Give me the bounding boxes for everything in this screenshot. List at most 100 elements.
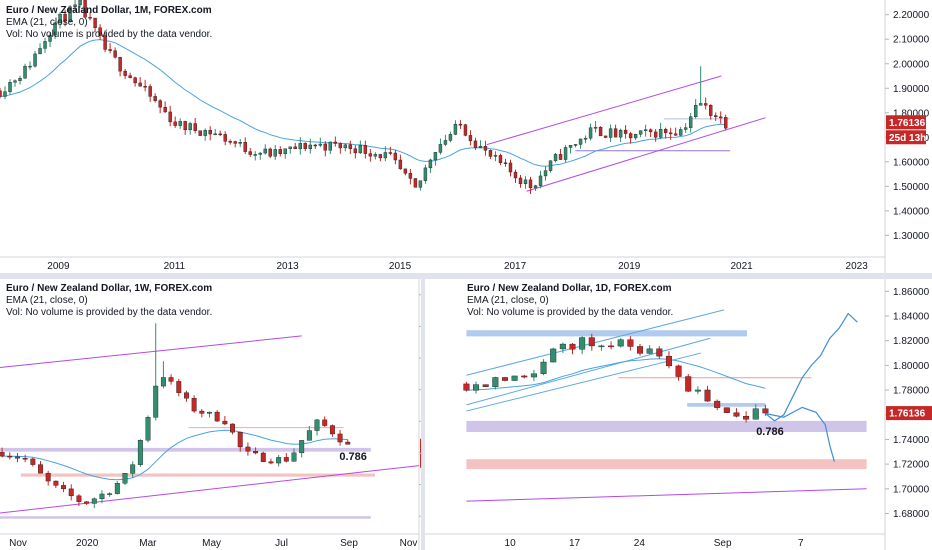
- candle-down: [183, 121, 187, 131]
- candle-up: [683, 127, 688, 130]
- x-tick-label: May: [202, 538, 221, 549]
- y-tick-label: 2.00000: [893, 59, 930, 70]
- candle-up: [137, 439, 143, 465]
- x-tick-label: Nov: [9, 538, 27, 549]
- candle-down: [521, 375, 528, 378]
- y-tick-label: 2.20000: [893, 10, 930, 21]
- daily-chart[interactable]: 1.860001.840001.820001.800001.780001.760…: [425, 279, 932, 550]
- countdown-badge: [420, 453, 421, 468]
- candle-up: [13, 80, 17, 83]
- candle-up: [276, 457, 282, 464]
- pivot-zone-blue: [687, 403, 766, 407]
- vertical-divider[interactable]: [421, 279, 425, 550]
- candle-up: [178, 121, 182, 126]
- candle-down: [53, 480, 59, 486]
- y-tick-label: 1.86000: [893, 287, 930, 298]
- candle-down: [337, 433, 343, 443]
- candle-down: [628, 133, 633, 139]
- candle-down: [345, 441, 351, 445]
- candle-up: [298, 143, 302, 150]
- candle-down: [22, 458, 28, 460]
- candle-up: [448, 134, 453, 141]
- upper-channel-line: [0, 335, 302, 369]
- price-badge: [886, 115, 926, 130]
- candle-down: [723, 407, 730, 413]
- weekly-chart-panel[interactable]: 2.000001.950001.900001.850001.800001.750…: [0, 279, 421, 550]
- x-tick-label: 7: [798, 538, 804, 549]
- candle-up: [299, 440, 305, 454]
- middle-trend-line: [466, 337, 711, 406]
- countdown-badge-text: 25d 13h: [889, 133, 926, 144]
- candle-down: [378, 154, 383, 159]
- candle-up: [130, 464, 136, 474]
- candle-up: [273, 149, 277, 157]
- candle-up: [543, 170, 548, 177]
- x-tick-label: 2011: [164, 261, 186, 272]
- candle-down: [488, 150, 493, 157]
- candle-up: [693, 105, 698, 117]
- upper-channel-line: [486, 75, 722, 146]
- candle-up: [308, 144, 312, 149]
- lower-channel-line: [0, 465, 420, 514]
- fib-zone-purple: [466, 420, 867, 433]
- weekly-chart[interactable]: 2.000001.950001.900001.850001.800001.750…: [0, 279, 421, 550]
- candle-up: [288, 146, 292, 149]
- candle-down: [623, 129, 628, 134]
- monthly-chart[interactable]: 2.200002.100002.000001.900001.800001.700…: [0, 0, 932, 273]
- candle-up: [752, 408, 759, 420]
- candle-up: [53, 22, 57, 36]
- candle-up: [153, 385, 159, 418]
- candle-down: [38, 464, 43, 474]
- candle-down: [458, 123, 463, 126]
- candle-down: [208, 130, 212, 135]
- x-tick-label: Jul: [275, 538, 288, 549]
- candle-down: [703, 103, 708, 106]
- candle-up: [306, 430, 312, 441]
- candle-down: [501, 377, 508, 381]
- candle-down: [0, 90, 2, 97]
- price-badge: [886, 406, 932, 421]
- candle-up: [473, 384, 480, 391]
- candle-up: [698, 103, 703, 106]
- candle-up: [643, 129, 648, 131]
- x-tick-label: Sep: [714, 538, 732, 549]
- candle-up: [38, 48, 42, 55]
- candle-down: [463, 383, 470, 391]
- candle-down: [569, 343, 576, 350]
- candle-up: [617, 339, 624, 347]
- candle-down: [558, 154, 563, 160]
- candle-down: [133, 77, 137, 84]
- demand-zone-red: [466, 459, 867, 470]
- y-tick-label: 1.70000: [893, 484, 930, 495]
- projection-path-down: [765, 406, 835, 462]
- monthly-chart-panel[interactable]: 2.200002.100002.000001.900001.800001.700…: [0, 0, 932, 273]
- y-tick-label: 1.84000: [893, 312, 930, 323]
- y-tick-label: 1.80000: [893, 108, 930, 119]
- candle-down: [353, 148, 358, 154]
- candle-down: [268, 461, 274, 464]
- price-badge-text: 1.76136: [889, 118, 926, 129]
- candle-up: [492, 377, 499, 387]
- candle-down: [199, 410, 205, 414]
- y-tick-label: 1.60000: [893, 157, 930, 168]
- candle-down: [15, 456, 20, 459]
- daily-chart-panel[interactable]: 1.860001.840001.820001.800001.780001.760…: [425, 279, 932, 550]
- candle-down: [278, 149, 282, 154]
- candle-down: [598, 127, 603, 137]
- candle-up: [28, 65, 32, 68]
- candle-down: [708, 105, 713, 116]
- candle-down: [393, 152, 398, 161]
- x-tick-label: Mar: [139, 538, 157, 549]
- candle-up: [18, 78, 22, 81]
- candle-up: [433, 152, 438, 161]
- candle-down: [184, 392, 189, 399]
- candle-up: [358, 145, 363, 154]
- candle-down: [237, 431, 243, 448]
- candle-up: [678, 129, 683, 136]
- horizontal-divider[interactable]: [0, 273, 932, 279]
- candle-down: [61, 485, 67, 490]
- x-tick-label: 17: [569, 538, 581, 549]
- y-tick-label: 1.80000: [893, 361, 930, 372]
- candle-down: [218, 133, 222, 136]
- candle-up: [418, 180, 423, 188]
